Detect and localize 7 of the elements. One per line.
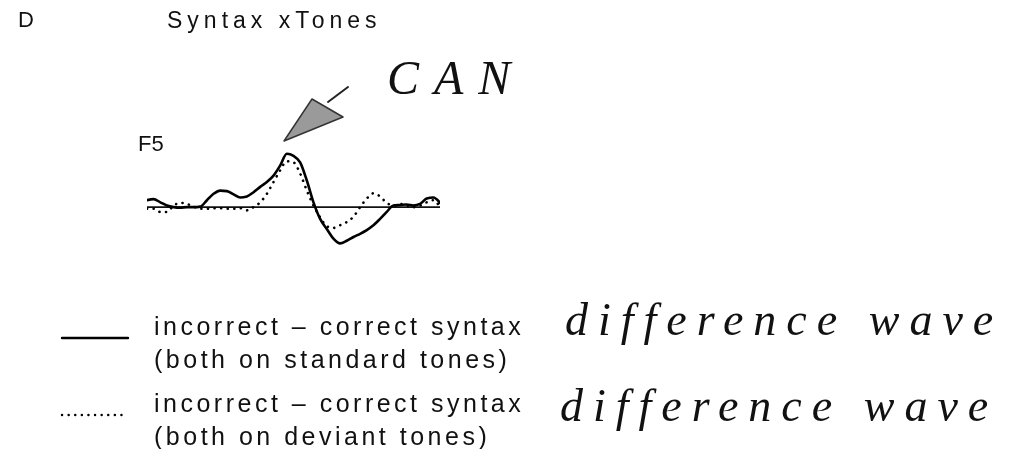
- chart-title: Syntax xTones: [167, 7, 382, 33]
- text: CAN: [387, 51, 526, 104]
- text: difference wave: [565, 294, 1004, 345]
- text: difference wave: [560, 380, 999, 431]
- text: D: [18, 7, 34, 32]
- annotation: F5: [138, 131, 164, 156]
- legend-label: incorrect – correct syntax (both on standard tones): [154, 312, 525, 373]
